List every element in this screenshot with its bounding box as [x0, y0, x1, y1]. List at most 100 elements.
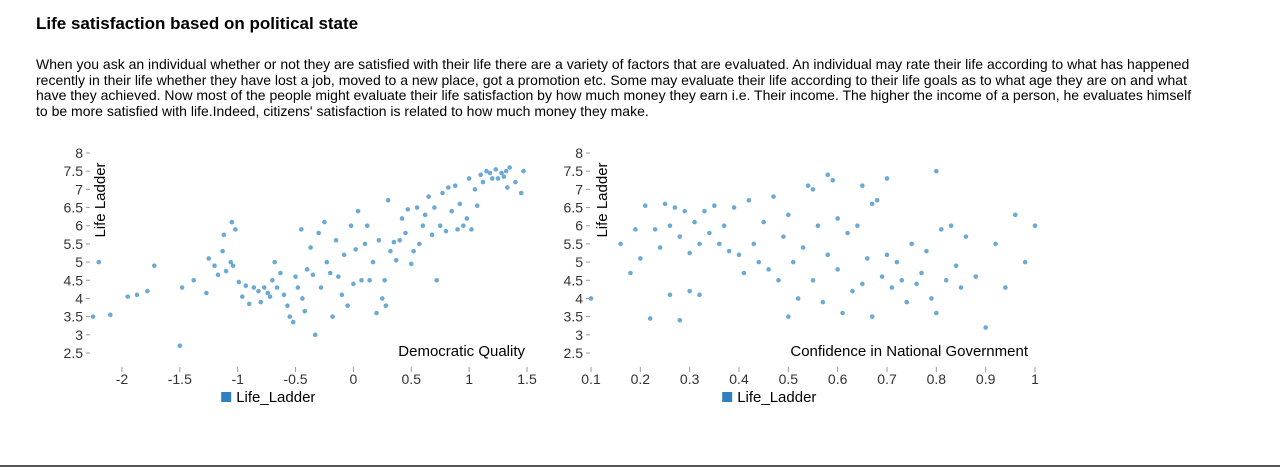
legend-label: Life_Ladder	[737, 389, 816, 406]
x-tick-label: -1	[231, 371, 244, 387]
x-tick-label: 0.1	[581, 371, 601, 387]
data-point	[736, 252, 742, 258]
data-point	[341, 252, 347, 258]
x-tick-label: 0.5	[402, 371, 422, 387]
data-point	[790, 259, 796, 265]
data-point	[687, 288, 692, 294]
data-point	[434, 277, 440, 283]
data-point	[751, 241, 757, 247]
data-point	[707, 230, 712, 236]
data-point	[781, 234, 786, 239]
data-point	[417, 241, 422, 247]
data-point	[503, 168, 509, 174]
data-point	[376, 237, 382, 243]
data-point	[716, 241, 722, 247]
x-axis: 0.1 0.2 0.3 0.4 0.5 0.6 0.7 0.8 0.9 1	[581, 367, 1039, 387]
data-point	[771, 194, 776, 199]
scatter-points	[90, 165, 526, 349]
data-point	[953, 263, 959, 269]
data-point	[487, 170, 493, 176]
data-point	[223, 268, 229, 274]
data-point	[393, 257, 399, 263]
data-point	[461, 223, 466, 229]
y-tick-label: 6.5	[564, 200, 584, 216]
data-point	[889, 285, 895, 290]
y-axis: 2.5 3 3.5 4 4.5 5 5.5 6 6.5 7 7.5 8	[64, 145, 90, 361]
data-point	[1022, 259, 1028, 265]
data-point	[446, 185, 451, 190]
x-tick-label: 1	[465, 371, 473, 387]
data-point	[380, 296, 385, 301]
y-tick-label: 6	[75, 218, 83, 234]
chart-democratic-quality: 2.5 3 3.5 4 4.5 5 5.5 6 6.5 7 7.5 8 -2 -1.5 -1 -0.5 0 0.5…	[64, 145, 537, 406]
x-tick-label: 1	[1031, 371, 1039, 387]
y-tick-label: 7.5	[64, 163, 84, 179]
data-point	[432, 205, 437, 210]
data-point	[756, 259, 762, 265]
data-point	[815, 223, 821, 229]
data-point	[239, 294, 245, 299]
data-point	[440, 190, 445, 196]
data-point	[308, 245, 313, 250]
data-point	[909, 241, 914, 247]
data-point	[860, 281, 865, 287]
data-point	[726, 248, 732, 254]
data-point	[884, 176, 890, 181]
data-point	[261, 285, 267, 290]
data-point	[820, 299, 826, 305]
data-point	[403, 230, 408, 236]
data-point	[746, 197, 752, 203]
data-point	[507, 165, 512, 170]
data-point	[359, 277, 364, 283]
legend-swatch	[221, 392, 232, 402]
data-point	[1012, 212, 1018, 218]
data-point	[513, 179, 518, 185]
data-point	[499, 170, 504, 176]
data-point	[145, 288, 150, 294]
data-point	[929, 296, 934, 301]
data-point	[293, 274, 298, 279]
data-point	[267, 294, 273, 299]
data-point	[983, 325, 988, 330]
data-point	[672, 205, 678, 210]
y-tick-label: 4.5	[564, 272, 584, 288]
data-point	[388, 248, 393, 254]
x-tick-label: -2	[116, 371, 129, 387]
data-point	[265, 290, 271, 296]
data-point	[370, 259, 376, 265]
data-point	[414, 205, 420, 210]
data-point	[455, 227, 460, 232]
data-point	[382, 277, 387, 283]
data-point	[766, 267, 771, 272]
data-point	[879, 274, 885, 279]
y-tick-label: 7	[575, 181, 583, 197]
x-tick-label: -1.5	[168, 371, 192, 387]
data-point	[776, 277, 781, 283]
data-point	[212, 263, 217, 269]
x-axis-title: Democratic Quality	[398, 343, 525, 360]
y-axis-title: Life Ladder	[594, 162, 611, 237]
data-point	[495, 176, 501, 181]
bottom-divider	[0, 465, 1280, 467]
data-point	[426, 194, 431, 199]
page-title: Life satisfaction based on political sta…	[36, 14, 359, 33]
data-point	[233, 227, 238, 232]
y-tick-label: 4	[75, 290, 83, 306]
data-point	[884, 252, 890, 258]
y-axis: 2.5 3 3.5 4 4.5 5 5.5 6 6.5 7 7.5 8	[564, 145, 590, 361]
data-point	[795, 296, 801, 301]
y-tick-label: 3.5	[564, 309, 584, 325]
data-point	[355, 208, 361, 214]
data-point	[310, 272, 316, 278]
data-point	[702, 208, 707, 214]
data-point	[647, 316, 653, 321]
data-point	[391, 239, 397, 245]
data-point	[904, 299, 910, 305]
data-point	[805, 183, 811, 189]
data-point	[697, 292, 702, 298]
data-point	[934, 168, 939, 174]
data-point	[761, 219, 766, 225]
data-point	[324, 259, 330, 265]
data-point	[221, 232, 227, 238]
data-point	[662, 201, 668, 207]
